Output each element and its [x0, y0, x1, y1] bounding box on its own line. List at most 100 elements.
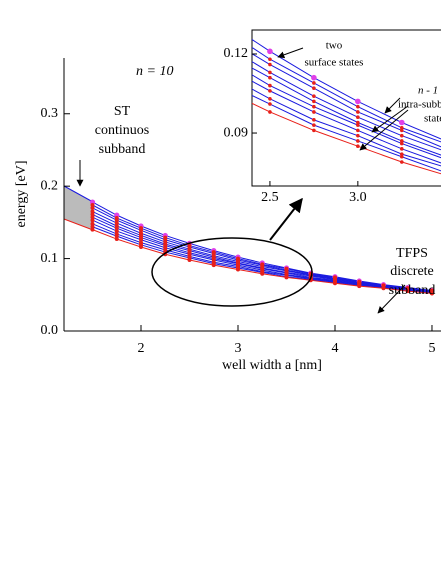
state-marker — [399, 152, 404, 156]
annotation: continuos — [95, 123, 149, 138]
arrow — [377, 284, 406, 314]
state-marker — [139, 245, 144, 249]
state-marker — [332, 281, 337, 286]
annotation: n - 1 — [418, 85, 438, 97]
state-marker — [284, 275, 289, 280]
state-marker — [398, 119, 405, 126]
annotation: discrete — [390, 264, 434, 279]
state-marker — [267, 48, 273, 55]
state-marker — [268, 62, 272, 67]
inset-x-tick-label: 3.0 — [349, 190, 367, 205]
y-tick-label: 0.1 — [41, 251, 59, 266]
state-marker — [89, 199, 96, 205]
state-marker — [356, 128, 360, 133]
y-tick-label: 0.0 — [41, 323, 59, 338]
state-marker — [399, 139, 404, 143]
state-marker — [399, 125, 404, 130]
state-marker — [312, 86, 316, 91]
arrow — [277, 47, 304, 59]
state-marker — [139, 237, 144, 242]
state-marker — [114, 229, 119, 234]
state-marker — [312, 128, 316, 133]
state-marker — [136, 34, 140, 38]
state-marker — [224, 89, 228, 93]
x-tick-label: 5 — [428, 341, 435, 356]
state-marker — [224, 28, 228, 32]
state-marker — [268, 75, 272, 80]
state-marker — [90, 212, 95, 217]
state-marker — [180, 36, 184, 40]
state-marker — [356, 133, 360, 138]
state-marker — [355, 98, 361, 105]
state-marker — [90, 224, 95, 229]
state-marker — [90, 221, 95, 226]
state-marker — [90, 227, 95, 232]
state-marker — [114, 226, 119, 231]
annotation: two — [326, 40, 343, 52]
state-marker — [114, 221, 119, 226]
state-marker — [268, 57, 272, 62]
x-tick-label: 4 — [331, 341, 338, 356]
state-marker — [268, 102, 272, 106]
state-marker — [90, 215, 95, 220]
state-marker — [180, 2, 184, 6]
annotation: states — [424, 113, 441, 125]
continuum-edge — [63, 218, 94, 231]
state-marker — [92, 0, 96, 3]
inset-y-tick-label: 0.12 — [224, 46, 249, 61]
state-marker — [223, 20, 229, 26]
state-marker — [399, 133, 404, 138]
state-marker — [180, 63, 184, 67]
annotation: TFPS — [396, 246, 428, 261]
state-marker — [405, 289, 410, 294]
state-marker — [136, 15, 140, 19]
annotation: subband — [99, 142, 146, 157]
inset-x-tick-label: 2.5 — [261, 190, 279, 205]
state-marker — [90, 203, 95, 207]
state-marker — [312, 94, 316, 98]
state-marker — [399, 128, 404, 133]
annotation: n = 10 — [136, 64, 173, 79]
annotation: intra-subband — [398, 99, 441, 111]
state-marker — [139, 228, 144, 233]
arrow — [371, 105, 409, 133]
state-marker — [312, 104, 316, 109]
series-line — [92, 201, 433, 291]
state-marker — [312, 81, 316, 85]
inset-y-tick-label: 0.09 — [224, 125, 249, 140]
y-tick-label: 0.3 — [41, 106, 59, 121]
state-marker — [268, 89, 272, 93]
state-marker — [399, 147, 404, 151]
state-marker — [356, 120, 360, 125]
series-line — [92, 216, 433, 293]
state-marker — [429, 291, 434, 296]
arrow — [359, 109, 409, 151]
x-tick-label: 3 — [235, 341, 242, 356]
state-marker — [356, 104, 360, 109]
state-marker — [180, 47, 184, 51]
state-marker — [224, 73, 228, 77]
arrow — [384, 97, 401, 114]
state-marker — [114, 234, 119, 239]
state-marker — [381, 286, 386, 291]
state-marker — [399, 160, 404, 164]
state-marker — [114, 237, 119, 242]
continuum-shade — [64, 186, 93, 230]
state-marker — [90, 205, 95, 210]
y-tick-label: 0.2 — [41, 178, 59, 193]
state-marker — [224, 36, 228, 40]
highlight-ellipse — [151, 237, 313, 307]
state-marker — [356, 144, 360, 149]
state-marker — [268, 83, 272, 88]
state-marker — [136, 5, 140, 9]
series-line — [92, 211, 433, 292]
state-marker — [399, 141, 404, 146]
state-marker — [211, 263, 216, 268]
state-marker — [236, 267, 240, 272]
state-marker — [356, 123, 360, 127]
state-marker — [399, 154, 404, 159]
state-marker — [356, 139, 360, 143]
state-marker — [312, 99, 316, 104]
